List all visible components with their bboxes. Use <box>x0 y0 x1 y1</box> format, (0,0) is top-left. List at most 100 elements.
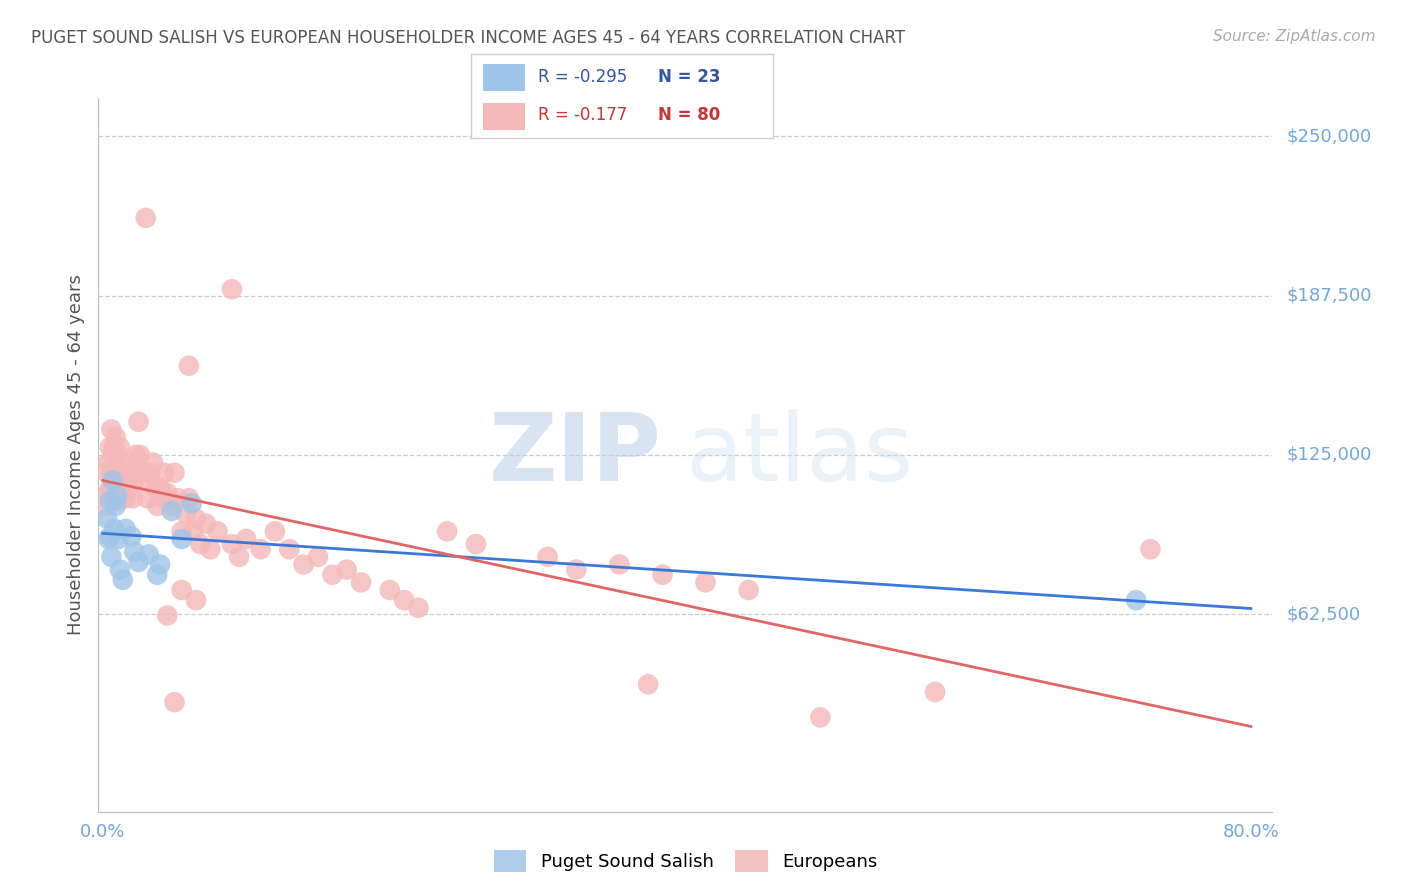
Point <box>184 593 207 607</box>
Point <box>101 491 124 506</box>
Point <box>135 474 157 488</box>
Point <box>207 524 229 539</box>
Point <box>100 549 122 564</box>
Point <box>350 575 373 590</box>
Point <box>142 456 165 470</box>
Point <box>100 422 122 436</box>
Point <box>924 685 946 699</box>
Point <box>117 481 139 495</box>
Text: $125,000: $125,000 <box>1286 446 1372 464</box>
Point <box>105 474 128 488</box>
Point <box>139 466 162 480</box>
Point <box>149 558 172 572</box>
Text: R = -0.177: R = -0.177 <box>537 106 627 124</box>
Point <box>188 537 211 551</box>
Point <box>737 582 759 597</box>
Point <box>264 524 287 539</box>
Point <box>136 491 159 506</box>
Point <box>177 491 200 506</box>
Point <box>146 567 169 582</box>
Point <box>107 532 129 546</box>
Point <box>163 695 186 709</box>
Point <box>98 481 121 495</box>
Point <box>181 524 204 539</box>
Point <box>221 537 243 551</box>
Point <box>170 524 193 539</box>
Y-axis label: Householder Income Ages 45 - 64 years: Householder Income Ages 45 - 64 years <box>66 275 84 635</box>
Point <box>111 573 134 587</box>
Point <box>156 608 179 623</box>
Text: R = -0.295: R = -0.295 <box>537 68 627 86</box>
Bar <box>484 103 526 130</box>
Point <box>336 563 359 577</box>
Text: PUGET SOUND SALISH VS EUROPEAN HOUSEHOLDER INCOME AGES 45 - 64 YEARS CORRELATION: PUGET SOUND SALISH VS EUROPEAN HOUSEHOLD… <box>31 29 905 46</box>
Text: ZIP: ZIP <box>489 409 662 501</box>
Point <box>97 532 120 546</box>
Point <box>138 547 160 561</box>
Point <box>153 466 176 480</box>
Text: Source: ZipAtlas.com: Source: ZipAtlas.com <box>1212 29 1375 44</box>
Point <box>177 359 200 373</box>
Point <box>105 448 128 462</box>
Point <box>132 466 155 480</box>
Point <box>163 466 186 480</box>
Point <box>114 491 136 506</box>
Text: $250,000: $250,000 <box>1286 128 1372 145</box>
Point <box>135 211 157 225</box>
Point <box>97 456 120 470</box>
Point <box>278 542 301 557</box>
Point <box>120 529 142 543</box>
Point <box>378 582 401 597</box>
Point <box>96 511 118 525</box>
Point <box>107 460 129 475</box>
Point <box>128 415 150 429</box>
Point <box>180 496 202 510</box>
Point <box>105 489 128 503</box>
Point <box>174 507 197 521</box>
Point <box>464 537 486 551</box>
Point <box>101 474 124 488</box>
Point <box>120 466 142 480</box>
Point <box>124 474 146 488</box>
Point <box>111 456 134 470</box>
Point <box>249 542 271 557</box>
Point <box>695 575 717 590</box>
Point <box>170 582 193 597</box>
Point <box>160 504 183 518</box>
Point <box>166 491 188 506</box>
Point <box>637 677 659 691</box>
Point <box>128 555 150 569</box>
Point <box>235 532 257 546</box>
Point <box>145 481 167 495</box>
Point <box>108 440 131 454</box>
Text: N = 80: N = 80 <box>658 106 721 124</box>
Legend: Puget Sound Salish, Europeans: Puget Sound Salish, Europeans <box>485 841 886 881</box>
Point <box>195 516 218 531</box>
Bar <box>484 63 526 91</box>
Point <box>114 522 136 536</box>
Point <box>98 493 121 508</box>
Point <box>307 549 329 564</box>
Point <box>115 466 138 480</box>
Point <box>125 448 148 462</box>
Point <box>609 558 631 572</box>
Point <box>160 499 183 513</box>
Point <box>101 474 124 488</box>
Point <box>321 567 343 582</box>
Point <box>98 440 121 454</box>
Point <box>152 491 174 506</box>
Point <box>392 593 415 607</box>
Point <box>108 563 131 577</box>
Point <box>96 466 118 480</box>
Point <box>408 600 430 615</box>
Point <box>112 474 135 488</box>
Point <box>221 282 243 296</box>
Point <box>100 466 122 480</box>
Point <box>105 493 128 508</box>
Point <box>170 532 193 546</box>
Point <box>127 466 149 480</box>
Point <box>1125 593 1147 607</box>
Point <box>103 440 125 454</box>
Point <box>565 563 588 577</box>
Point <box>129 448 152 462</box>
